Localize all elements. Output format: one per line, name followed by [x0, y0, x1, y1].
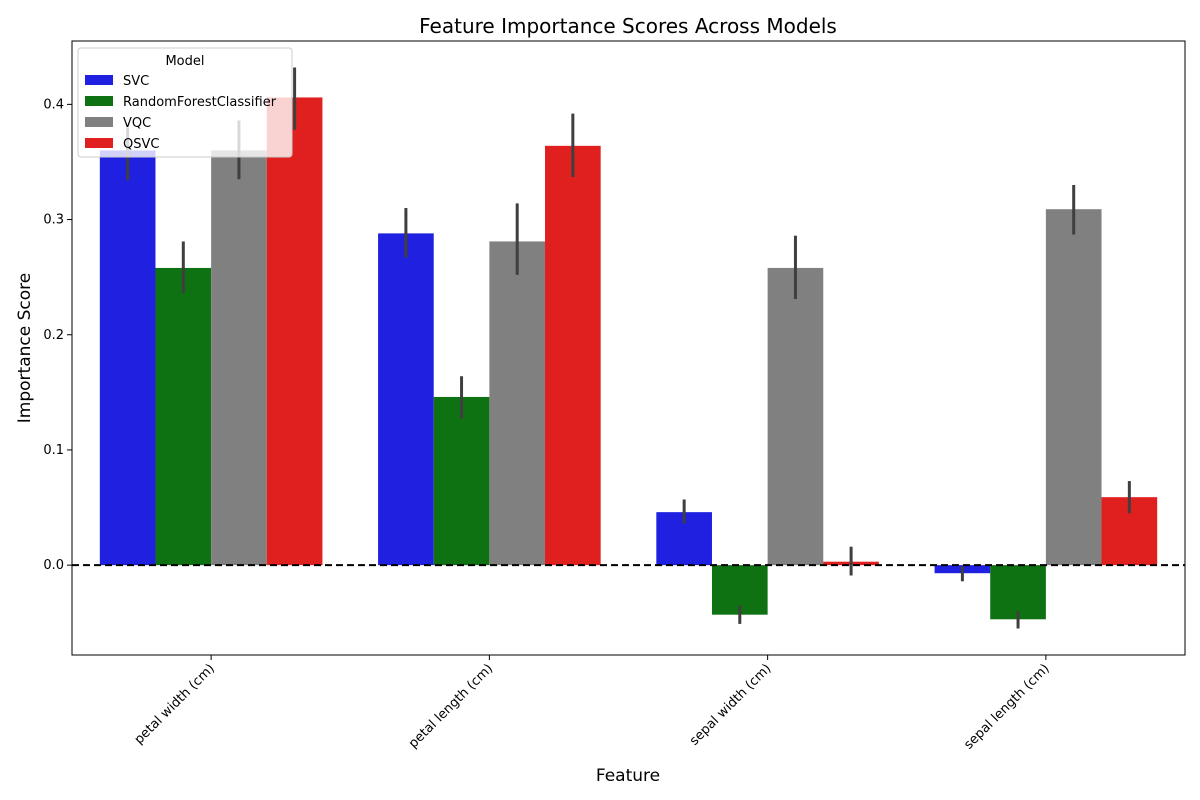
bar-randomforestclassifier-4: [990, 565, 1046, 620]
y-tick-label-3: 0.2: [43, 328, 64, 343]
legend-label-qsvc: QSVC: [123, 137, 159, 152]
bar-svc-2: [378, 233, 434, 566]
bar-vqc-2: [489, 241, 546, 566]
bar-randomforestclassifier-1: [155, 267, 212, 566]
legend-box: [77, 47, 293, 158]
plot-frame: [71, 40, 1186, 656]
bar-randomforestclassifier-2: [433, 396, 490, 566]
bar-svc-1: [99, 150, 156, 566]
y-tick-label-5: 0.4: [43, 97, 64, 112]
y-tick-label-1: 0.0: [43, 558, 64, 573]
legend-swatch-vqc: [85, 117, 113, 127]
legend-title: Model: [165, 54, 204, 69]
bar-vqc-4: [1045, 209, 1102, 566]
bar-qsvc-2: [545, 145, 601, 566]
legend-swatch-qsvc: [85, 138, 113, 148]
y-axis: 0.0 0.1 0.2 0.3 0.4: [43, 97, 72, 573]
bars-layer: [99, 97, 1158, 620]
x-tick-label-1: petal width (cm): [132, 661, 218, 747]
legend-items: SVC RandomForestClassifier VQC QSVC: [85, 74, 277, 152]
x-tick-label-4: sepal length (cm): [961, 661, 1052, 752]
x-tick-label-2: petal length (cm): [406, 661, 496, 751]
y-axis-label: Importance Score: [15, 273, 35, 423]
x-axis: petal width (cm) petal length (cm) sepal w…: [132, 655, 1053, 753]
chart-title: Feature Importance Scores Across Models: [419, 14, 837, 38]
x-axis-label: Feature: [596, 766, 660, 786]
bar-vqc-1: [211, 150, 267, 566]
legend: Model SVC RandomForestClassifier VQC QSVC: [77, 47, 293, 158]
y-tick-label-2: 0.1: [43, 443, 64, 458]
legend-label-svc: SVC: [123, 74, 149, 89]
y-tick-label-4: 0.3: [43, 213, 64, 228]
bar-qsvc-1: [266, 97, 323, 566]
legend-swatch-randomforestclassifier: [85, 96, 113, 106]
bar-vqc-3: [767, 267, 824, 566]
x-tick-label-3: sepal width (cm): [687, 661, 774, 748]
legend-label-vqc: VQC: [123, 116, 151, 131]
legend-swatch-svc: [85, 75, 113, 85]
legend-label-randomforestclassifier: RandomForestClassifier: [123, 95, 277, 110]
